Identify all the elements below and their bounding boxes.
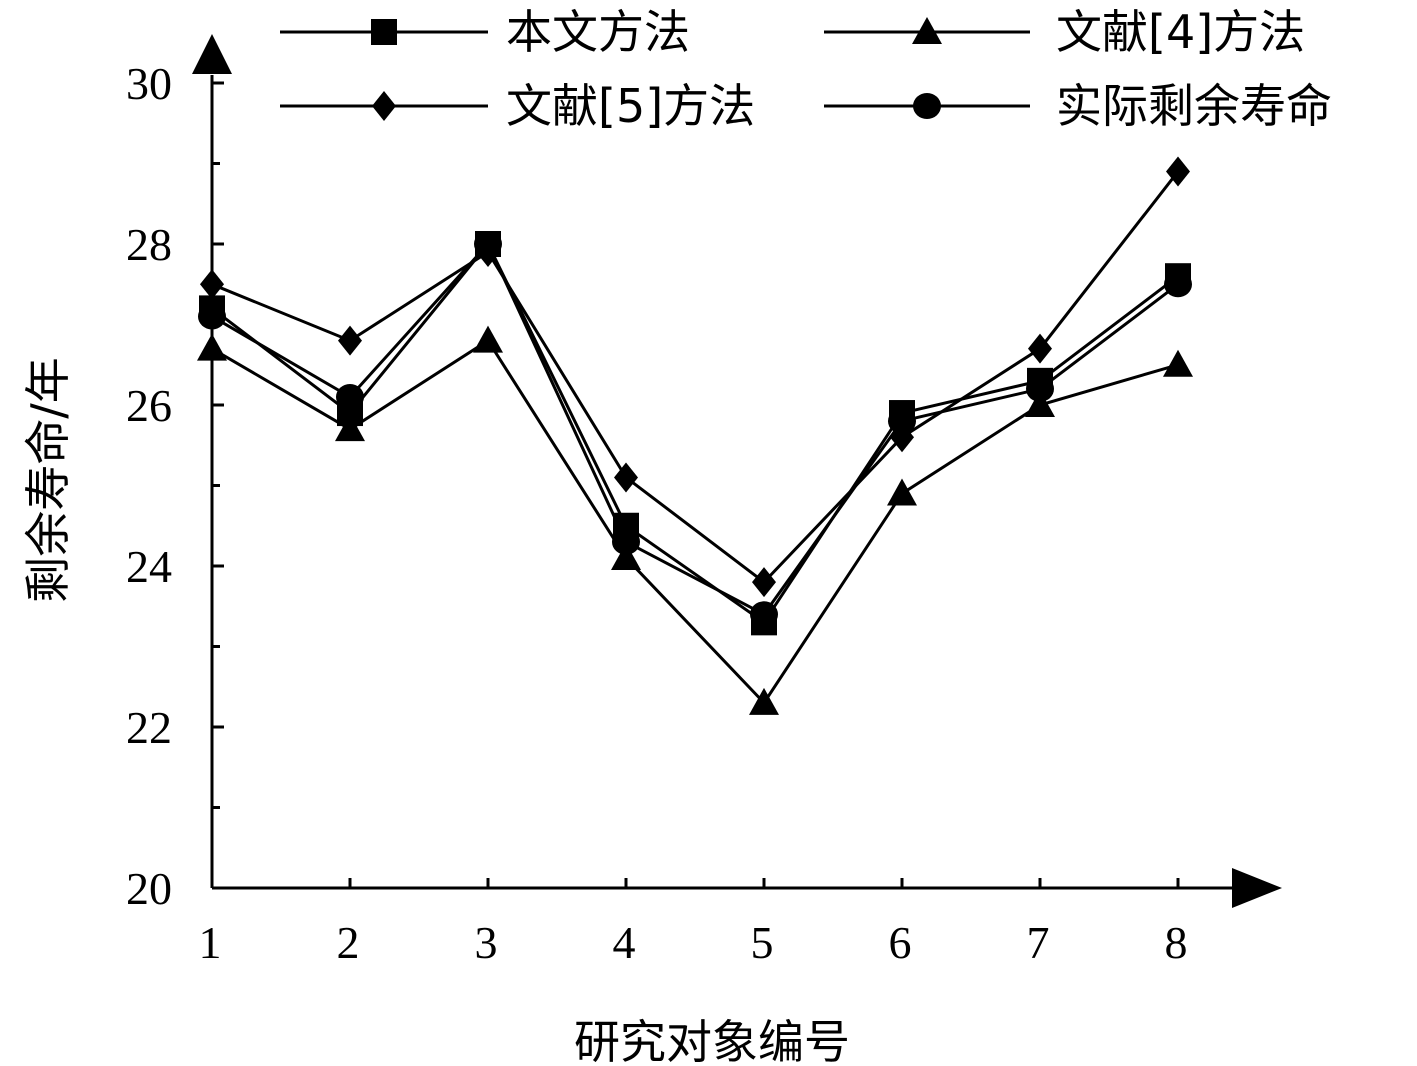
axes — [192, 34, 1282, 908]
x-axis-title: 研究对象编号 — [574, 1015, 850, 1066]
data-point-circle — [1164, 271, 1192, 298]
data-point-triangle — [1163, 349, 1193, 377]
data-point-diamond — [1028, 333, 1052, 364]
x-tick-label: 2 — [337, 917, 360, 968]
data-point-diamond — [1166, 156, 1190, 187]
legend-label: 本文方法 — [506, 5, 690, 59]
legend-item: 本文方法 — [280, 5, 690, 59]
data-point-triangle — [611, 542, 641, 570]
series-line — [211, 241, 1179, 625]
x-tick-label: 5 — [751, 917, 774, 968]
series-line — [211, 170, 1180, 585]
data-point-diamond — [200, 269, 224, 300]
y-tick-label: 30 — [126, 58, 172, 109]
data-point-diamond — [752, 567, 776, 598]
data-point-triangle — [749, 687, 779, 715]
data-point-diamond — [614, 462, 638, 493]
data-point-diamond — [338, 325, 362, 356]
series-circle — [198, 231, 1192, 628]
legend-item: 文献[4]方法 — [824, 5, 1305, 59]
data-point-circle — [888, 408, 916, 435]
y-tick-label: 22 — [126, 702, 172, 753]
x-axis-arrow — [1232, 868, 1282, 908]
data-point-triangle — [1025, 390, 1055, 417]
x-tick-label: 7 — [1027, 917, 1050, 968]
data-point-circle — [612, 528, 640, 555]
series-line — [211, 338, 1179, 706]
data-point-triangle — [473, 325, 503, 353]
data-point-circle — [336, 383, 364, 410]
series-group — [197, 156, 1193, 715]
y-axis-title: 剩余寿命/年 — [21, 357, 75, 603]
x-tick-label: 3 — [475, 917, 498, 968]
x-tick-label: 4 — [613, 917, 636, 968]
legend-marker-square — [371, 19, 397, 45]
y-tick-label: 28 — [126, 219, 172, 270]
x-tick-label: 8 — [1165, 917, 1188, 968]
legend-marker-diamond — [372, 91, 396, 121]
legend-label: 实际剩余寿命 — [1056, 79, 1332, 133]
legend-label: 文献[5]方法 — [506, 79, 755, 133]
legend-item: 实际剩余寿命 — [824, 79, 1332, 133]
y-tick-label: 26 — [126, 380, 172, 431]
series-line — [211, 241, 1179, 617]
data-point-triangle — [887, 478, 917, 506]
x-tick-label: 6 — [889, 917, 912, 968]
series-triangle — [197, 325, 1193, 715]
legend-label: 文献[4]方法 — [1056, 5, 1305, 59]
data-point-triangle — [335, 414, 365, 442]
data-point-circle — [1026, 375, 1054, 402]
legend-item: 文献[5]方法 — [280, 79, 755, 133]
y-tick-label: 24 — [126, 541, 172, 592]
data-point-triangle — [197, 333, 227, 361]
data-point-circle — [198, 303, 226, 330]
y-tick-label: 20 — [126, 863, 172, 914]
data-point-circle — [474, 231, 502, 257]
x-tick-label: 1 — [199, 917, 222, 968]
legend-marker-triangle — [912, 17, 942, 44]
ticks: 1 2 3 4 5 6 7 8 20 22 24 26 28 30 — [126, 58, 1188, 968]
y-axis-arrow — [192, 34, 232, 74]
legend-marker-circle — [913, 93, 941, 119]
data-point-circle — [750, 601, 778, 628]
